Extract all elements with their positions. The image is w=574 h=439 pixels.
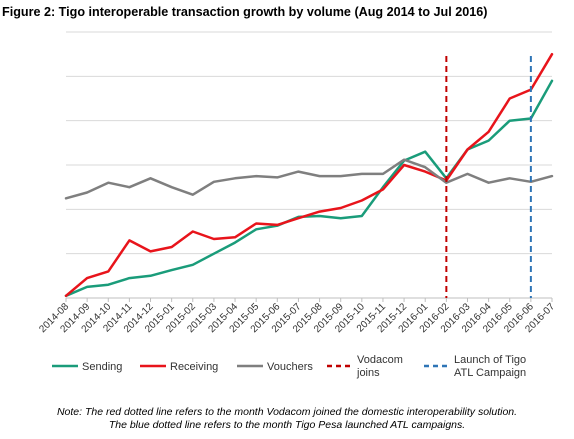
note-line-1: Note: The red dotted line refers to the … — [56, 406, 518, 418]
legend-label-3-line-0: Vodacom — [357, 354, 403, 366]
series-line-receiving — [64, 52, 554, 298]
series-line-sending — [64, 79, 554, 298]
x-axis — [65, 297, 553, 302]
x-tick-labels: 2014-082014-092014-102014-112014-122015-… — [37, 301, 557, 335]
legend-label-0: Sending — [82, 361, 122, 373]
series-line-vouchers — [64, 158, 554, 200]
event-markers — [445, 56, 532, 298]
note-line-2: The blue dotted line refers to the month… — [108, 419, 466, 431]
legend-label-4-line-1: ATL Campaign — [454, 367, 526, 379]
gridlines — [66, 31, 552, 255]
legend-label-1: Receiving — [170, 361, 218, 373]
figure-title: Figure 2: Tigo interoperable transaction… — [2, 5, 488, 19]
legend-label-3-line-1: joins — [356, 367, 380, 379]
legend-label-4-line-0: Launch of Tigo — [454, 354, 526, 366]
line-chart: 2014-082014-092014-102014-112014-122015-… — [37, 31, 557, 379]
legend-label-2: Vouchers — [267, 361, 313, 373]
chart-note: Note: The red dotted line refers to the … — [0, 406, 574, 432]
series-lines — [64, 52, 554, 298]
